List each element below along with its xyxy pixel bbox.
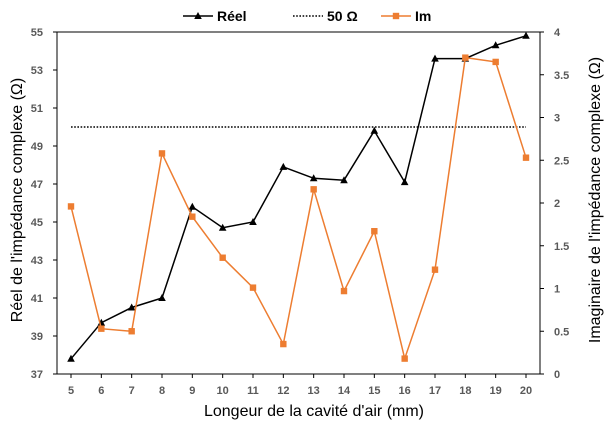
x-tick-label: 10 <box>217 385 229 397</box>
y2-tick-label: 2 <box>554 198 560 210</box>
y2-tick-label: 0.5 <box>554 326 569 338</box>
x-tick-label: 14 <box>338 385 351 397</box>
y-tick-label: 55 <box>31 27 43 39</box>
legend-marker-im <box>392 12 400 20</box>
y-tick-label: 53 <box>31 65 43 77</box>
data-point-im <box>128 328 135 335</box>
x-tick-label: 8 <box>159 385 165 397</box>
data-point-reel <box>188 202 197 210</box>
data-point-reel <box>309 174 318 182</box>
plot-frame <box>56 31 541 375</box>
data-point-im <box>189 213 196 220</box>
data-point-reel <box>127 303 136 311</box>
y-axis-title: Réel de l'impédance complexe (Ω) <box>9 78 26 322</box>
x-tick-label: 16 <box>399 385 411 397</box>
y2-tick-label: 1.5 <box>554 241 569 253</box>
data-point-im <box>401 355 408 362</box>
data-point-reel <box>279 162 288 170</box>
data-point-reel <box>340 176 348 184</box>
y-tick-label: 43 <box>31 255 43 267</box>
data-point-im <box>371 228 378 235</box>
legend-marker-reel <box>194 12 202 19</box>
data-point-reel <box>158 294 166 301</box>
data-point-reel <box>431 54 439 62</box>
y2-tick-label: 4 <box>554 27 561 39</box>
x-tick-label: 20 <box>520 385 532 397</box>
data-point-reel <box>218 223 227 231</box>
x-tick-label: 9 <box>189 385 195 397</box>
legend-label-ref-50: 50 Ω <box>327 8 358 24</box>
data-point-im <box>492 58 499 66</box>
x-tick-label: 17 <box>429 385 441 397</box>
legend-label-reel: Réel <box>217 8 247 24</box>
data-point-im <box>340 287 348 295</box>
data-point-im <box>98 325 105 332</box>
y-tick-label: 37 <box>31 369 43 381</box>
data-point-im <box>522 154 530 161</box>
y-tick-label: 47 <box>31 179 43 191</box>
data-point-im <box>462 54 469 61</box>
y2-axis-title: Imaginaire de l'impédance complexe (Ω) <box>587 57 604 343</box>
x-tick-label: 18 <box>459 385 471 397</box>
data-point-im <box>431 266 439 273</box>
data-point-reel <box>400 178 409 186</box>
series-line-im <box>70 56 527 362</box>
x-tick-label: 6 <box>98 385 104 397</box>
y2-tick-label: 2.5 <box>554 155 569 167</box>
x-tick-label: 7 <box>129 385 135 397</box>
y-tick-label: 45 <box>31 217 43 229</box>
data-point-im <box>310 186 317 193</box>
data-point-im <box>158 150 166 157</box>
y-tick-label: 49 <box>31 141 43 153</box>
y2-tick-label: 0 <box>554 369 560 381</box>
y-tick-label: 41 <box>31 293 43 305</box>
data-point-reel <box>491 41 500 49</box>
data-point-reel <box>67 354 75 362</box>
data-point-im <box>280 340 287 348</box>
x-tick-label: 5 <box>68 385 74 397</box>
data-point-reel <box>249 218 257 225</box>
y-tick-label: 39 <box>31 331 43 343</box>
legend-label-im: Im <box>415 8 431 24</box>
y2-tick-label: 3.5 <box>554 70 569 82</box>
chart-axes: 5 6 7 8 9 10 11 12 13 14 15 16 17 18 19 203739414345474… <box>31 27 570 397</box>
x-tick-label: 11 <box>247 385 259 397</box>
x-tick-label: 19 <box>490 385 502 397</box>
data-point-im <box>67 203 75 210</box>
y2-tick-label: 1 <box>554 284 560 296</box>
x-tick-label: 13 <box>308 385 320 397</box>
y-tick-label: 51 <box>31 103 43 115</box>
x-tick-label: 12 <box>277 385 289 397</box>
chart-legend: Réel 50 Ω Im <box>183 8 431 24</box>
data-point-reel <box>370 126 379 134</box>
y2-tick-label: 3 <box>554 113 560 125</box>
x-axis-title: Longeur de la cavité d'air (mm) <box>204 403 424 420</box>
data-point-reel <box>522 31 530 39</box>
data-point-im <box>249 284 257 291</box>
data-point-im <box>219 254 226 261</box>
x-tick-label: 15 <box>368 385 380 397</box>
chart-series <box>67 31 530 362</box>
series-line-reel <box>70 35 527 360</box>
